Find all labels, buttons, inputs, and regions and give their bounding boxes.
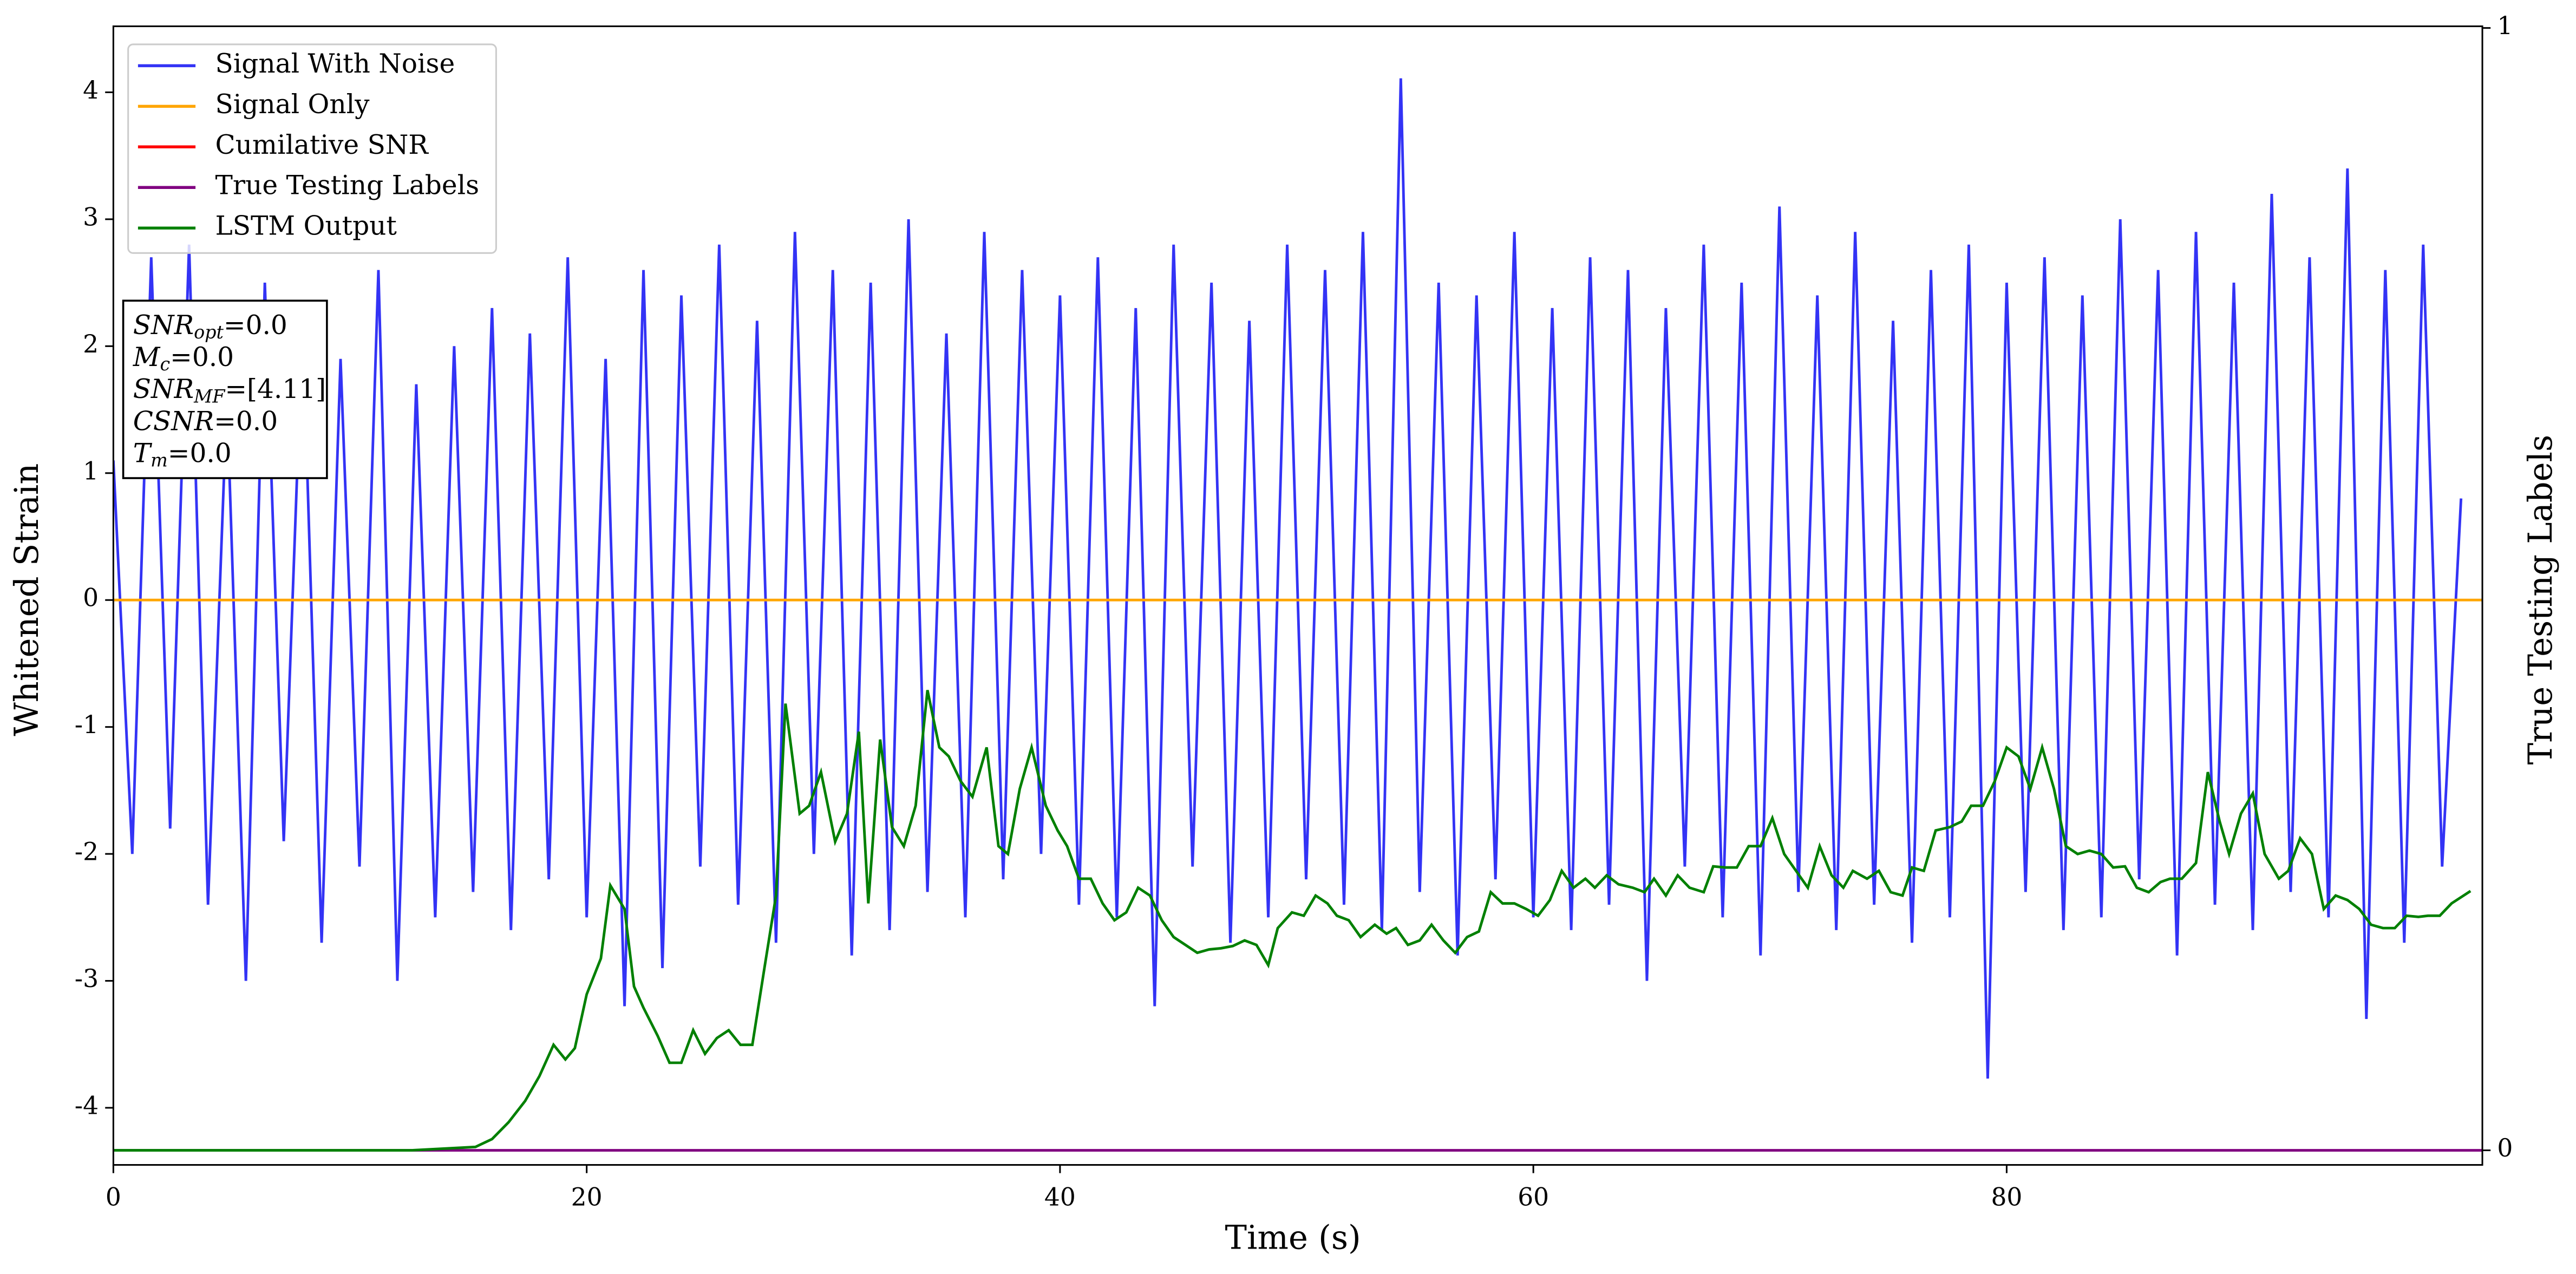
y-tick-label: -2: [75, 838, 99, 866]
series-line: [113, 78, 2463, 1079]
y-tick-label: 1: [83, 456, 99, 485]
x-tick-label: 60: [1518, 1183, 1549, 1212]
y-axis-label: Whitened Strain: [8, 463, 46, 736]
annotation-subscript: MF: [193, 386, 226, 407]
legend-label: Cumilative SNR: [215, 130, 429, 160]
plot-area: [113, 78, 2483, 1152]
annotation-value: =[4.11]: [225, 374, 326, 404]
annotation-symbol: CSNR: [133, 406, 214, 436]
annotation-line: Mc=0.0: [133, 342, 234, 375]
annotation-value: =0.0: [170, 342, 234, 373]
y-tick-label: -4: [75, 1092, 99, 1120]
annotation-value: =0.0: [224, 310, 287, 340]
y2-tick-label: 1: [2497, 11, 2513, 40]
y-tick-label: 2: [83, 330, 99, 358]
legend-box: [127, 43, 497, 254]
legend: Signal With Noise Signal Only Cumilative S…: [127, 43, 497, 254]
annotation-subscript: c: [160, 354, 171, 375]
annotation-line: SNRopt=0.0: [133, 310, 287, 343]
legend-label: Signal With Noise: [215, 49, 455, 79]
annotation-frame: [122, 299, 328, 479]
y-tick-label: 4: [83, 76, 99, 104]
annotation-symbol: SNR: [133, 310, 194, 340]
annotation-subscript: m: [151, 450, 168, 471]
y-tick-label: -1: [75, 710, 99, 739]
annotation-line: SNRMF=[4.11]: [133, 374, 326, 407]
x-tick-label: 0: [106, 1183, 121, 1212]
y2-axis-label: True Testing Labels: [2522, 435, 2560, 765]
annotation-symbol: M: [133, 342, 161, 373]
axes-frame: [112, 25, 2483, 1166]
y-tick-label: -3: [75, 964, 99, 993]
annotation-symbol: T: [133, 438, 153, 468]
annotation-line: CSNR=0.0: [133, 406, 278, 436]
legend-label: True Testing Labels: [215, 171, 480, 201]
x-axis-label: Time (s): [1225, 1219, 1361, 1257]
annotation-box: SNRopt=0.0Mc=0.0SNRMF=[4.11]CSNR=0.0Tm=0…: [122, 299, 328, 479]
y-tick-label: 3: [83, 202, 99, 231]
x-tick-label: 20: [571, 1183, 603, 1212]
annotation-subscript: opt: [194, 322, 224, 343]
legend-label: LSTM Output: [215, 211, 397, 241]
series-line: [113, 690, 2472, 1152]
x-tick-label: 80: [1991, 1183, 2022, 1212]
x-tick-label: 40: [1044, 1183, 1076, 1212]
y-tick-label: 0: [83, 584, 99, 612]
annotation-value: =0.0: [214, 406, 278, 436]
annotation-line: Tm=0.0: [133, 438, 232, 471]
annotation-symbol: SNR: [133, 374, 194, 404]
y2-tick-label: 0: [2497, 1134, 2513, 1162]
annotation-value: =0.0: [168, 438, 232, 468]
legend-label: Signal Only: [215, 89, 370, 120]
